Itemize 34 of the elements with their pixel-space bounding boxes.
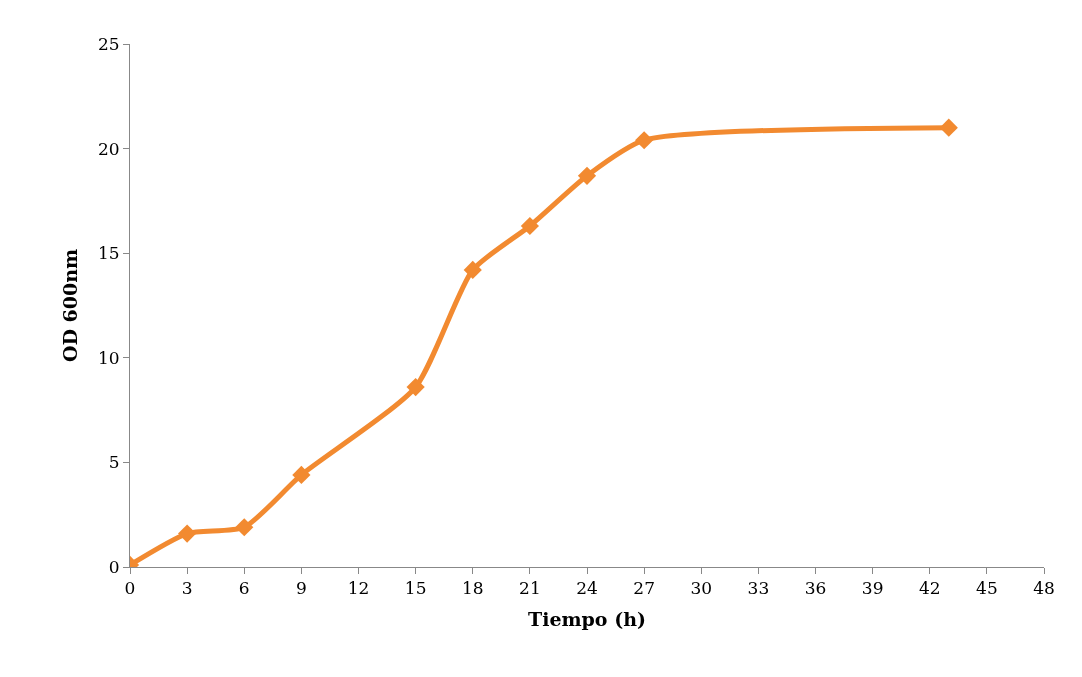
point [635, 131, 654, 150]
y-tick-label: 10 [97, 347, 120, 368]
x-tick-label: 18 [461, 578, 484, 599]
x-tick-label: 12 [347, 578, 370, 599]
y-tick-label: 20 [97, 138, 120, 159]
x-tick-label: 9 [295, 578, 307, 599]
point [292, 465, 311, 485]
point [406, 377, 425, 397]
point [577, 166, 597, 185]
x-tick-label: 33 [747, 578, 770, 599]
point [463, 260, 482, 280]
x-tick-label: 36 [804, 578, 827, 599]
y-tick-label: 25 [97, 33, 120, 54]
x-tick-label: 24 [576, 578, 598, 599]
x-tick-label: 30 [690, 578, 713, 599]
x-tick-label: 0 [124, 578, 136, 599]
x-tick-label: 15 [404, 578, 427, 599]
y-tick-label: 15 [97, 243, 120, 264]
point [520, 216, 539, 236]
x-tick-label: 39 [861, 578, 884, 599]
x-tick-label: 3 [181, 578, 193, 599]
point [178, 524, 197, 543]
point [939, 118, 958, 137]
x-tick-label: 21 [519, 578, 541, 599]
x-tick-label: 6 [238, 578, 250, 599]
x-tick-label: 27 [633, 578, 655, 599]
x-tick-label: 45 [976, 578, 998, 599]
x-tick-label: 48 [1033, 578, 1055, 599]
point [235, 518, 254, 537]
x-tick-label: 42 [918, 578, 941, 599]
y-axis-title: OD 600nm [58, 248, 81, 363]
y-tick-label: 0 [108, 556, 120, 577]
x-axis-title: Tiempo (h) [528, 608, 646, 631]
y-tick-label: 5 [108, 452, 120, 473]
